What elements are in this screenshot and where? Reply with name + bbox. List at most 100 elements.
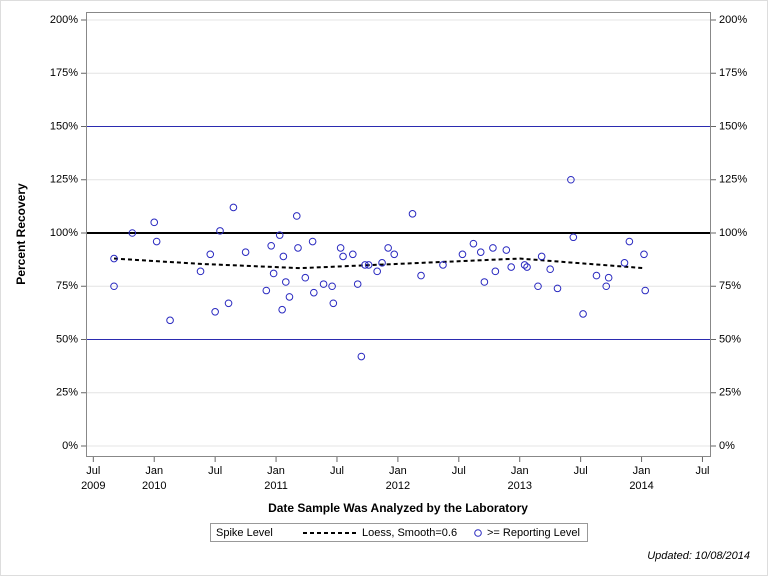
data-point: [224, 299, 233, 308]
data-point: [523, 263, 531, 271]
x-year-label: 2010: [142, 480, 166, 492]
data-point: [206, 250, 215, 259]
x-tick-label: Jan: [633, 465, 651, 477]
x-tick-label: Jul: [208, 465, 222, 477]
data-point: [275, 231, 284, 239]
data-point: [592, 271, 601, 280]
data-point: [110, 254, 118, 263]
y-tick-label: 100%: [50, 227, 78, 239]
legend-swatch: [474, 529, 482, 537]
data-point: [439, 261, 447, 269]
data-point: [378, 259, 386, 267]
data-point: [152, 237, 161, 246]
data-point: [150, 218, 159, 227]
data-point: [417, 271, 425, 280]
y-tick-label: 25%: [56, 387, 78, 399]
data-point: [308, 237, 317, 246]
x-tick-label: Jul: [574, 465, 588, 477]
data-point: [520, 261, 529, 269]
data-point: [569, 233, 578, 242]
y2-tick-label: 200%: [719, 14, 747, 26]
y-tick-label: 0%: [62, 440, 78, 452]
data-point: [278, 305, 286, 314]
y2-tick-label: 125%: [719, 174, 747, 186]
y-tick-label: 75%: [56, 280, 78, 292]
data-point: [110, 282, 118, 291]
data-point: [546, 265, 554, 274]
data-point: [361, 261, 369, 269]
data-point: [329, 299, 338, 308]
data-point: [357, 352, 366, 361]
y-tick-label: 125%: [50, 174, 78, 186]
data-point: [625, 237, 634, 246]
legend-label: >= Reporting Level: [487, 527, 580, 539]
data-point: [319, 280, 328, 288]
x-year-label: 2013: [507, 480, 531, 492]
plot-frame: [86, 12, 711, 457]
data-point: [349, 250, 357, 259]
data-point: [507, 263, 515, 271]
data-point: [285, 293, 294, 301]
y2-tick-label: 50%: [719, 333, 741, 345]
data-point: [489, 244, 497, 252]
data-point: [353, 280, 362, 288]
data-point: [294, 244, 302, 252]
x-tick-label: Jul: [330, 465, 344, 477]
data-point: [641, 286, 650, 295]
y2-tick-label: 150%: [719, 120, 747, 132]
y2-tick-label: 100%: [719, 227, 747, 239]
data-point: [364, 261, 373, 269]
data-point: [229, 203, 238, 212]
data-point: [534, 282, 542, 291]
data-point: [301, 273, 310, 282]
y2-tick-label: 0%: [719, 440, 735, 452]
x-year-label: 2012: [386, 480, 410, 492]
data-point: [476, 248, 485, 256]
y-tick-label: 150%: [50, 120, 78, 132]
data-point: [502, 246, 511, 254]
data-point: [579, 310, 587, 318]
data-point: [408, 210, 417, 218]
y-tick-label: 200%: [50, 14, 78, 26]
y2-tick-label: 25%: [719, 387, 741, 399]
data-point: [241, 248, 250, 256]
legend-title: Spike Level: [216, 527, 273, 539]
x-tick-label: Jul: [86, 465, 100, 477]
x-axis-title: Date Sample Was Analyzed by the Laborato…: [268, 501, 528, 515]
legend-box: [210, 523, 588, 542]
x-tick-label: Jul: [695, 465, 709, 477]
y-axis-title: Percent Recovery: [14, 183, 28, 285]
data-point: [128, 229, 137, 237]
y-tick-label: 50%: [56, 333, 78, 345]
data-point: [458, 250, 467, 259]
data-point: [553, 284, 562, 293]
data-point: [373, 267, 381, 276]
legend-label: Loess, Smooth=0.6: [362, 527, 457, 539]
data-point: [336, 244, 345, 252]
data-point: [480, 278, 489, 286]
y2-tick-label: 75%: [719, 280, 741, 292]
data-point: [267, 241, 275, 250]
x-year-label: 2011: [264, 480, 288, 492]
data-point: [567, 175, 575, 184]
x-tick-label: Jan: [389, 465, 407, 477]
data-point: [469, 239, 478, 248]
data-point: [328, 282, 336, 291]
data-point: [262, 286, 271, 295]
data-point: [491, 267, 500, 276]
x-year-label: 2009: [81, 480, 105, 492]
footnote: Updated: 10/08/2014: [647, 550, 750, 562]
data-point: [339, 252, 347, 261]
data-point: [216, 227, 224, 235]
data-point: [166, 316, 174, 325]
data-point: [384, 244, 392, 252]
y2-tick-label: 175%: [719, 67, 747, 79]
data-point: [211, 308, 219, 316]
data-point: [537, 252, 546, 261]
data-point: [604, 273, 613, 282]
data-point: [310, 288, 318, 297]
y-tick-label: 175%: [50, 67, 78, 79]
data-point: [196, 267, 205, 276]
